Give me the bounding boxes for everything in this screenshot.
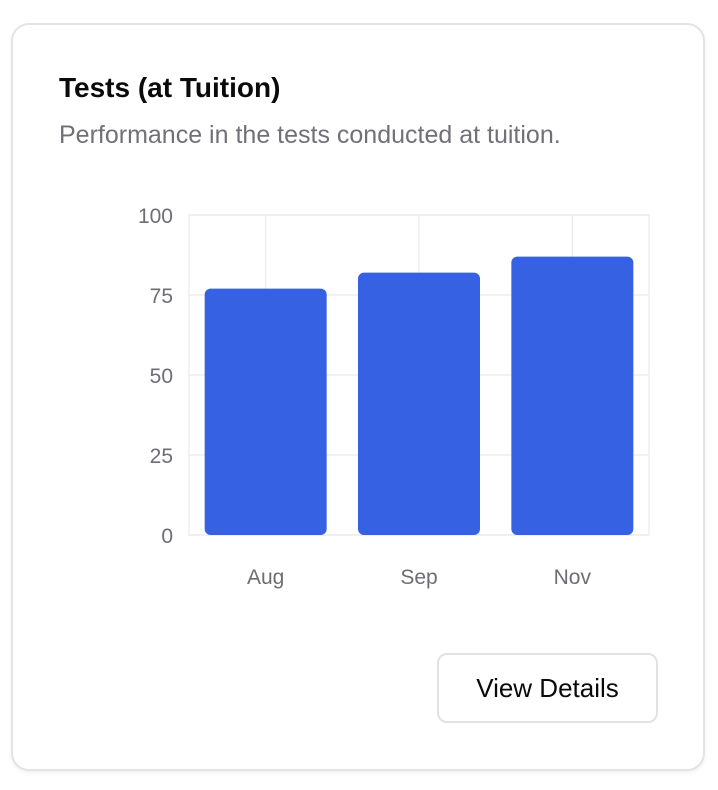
x-tick-label: Aug <box>247 566 284 589</box>
y-tick-label: 100 <box>138 205 173 228</box>
x-tick-label: Sep <box>400 566 437 589</box>
y-tick-label: 25 <box>150 445 173 468</box>
card-subtitle: Performance in the tests conducted at tu… <box>59 121 561 149</box>
y-tick-label: 75 <box>150 285 173 308</box>
x-tick-label: Nov <box>554 566 592 589</box>
bar-nov <box>511 256 634 535</box>
bar-aug <box>204 288 327 535</box>
bar-sep <box>358 272 480 535</box>
view-details-button[interactable]: View Details <box>437 653 658 723</box>
y-tick-label: 50 <box>150 365 173 388</box>
y-tick-label: 0 <box>161 525 173 548</box>
card-title: Tests (at Tuition) <box>59 72 281 103</box>
